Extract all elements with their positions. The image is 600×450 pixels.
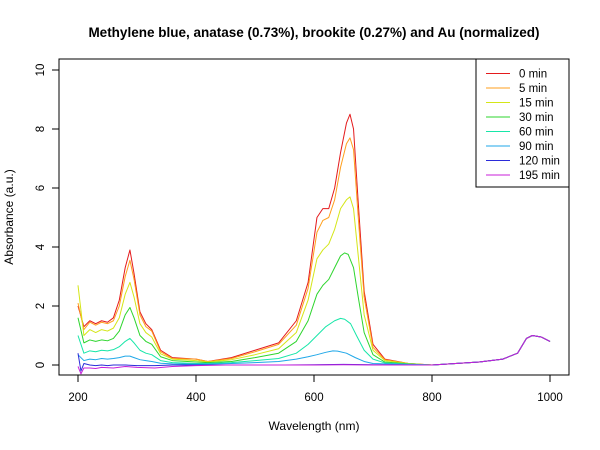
x-axis: 200 400 600 800 1000 xyxy=(68,374,563,404)
x-tick-label: 600 xyxy=(304,392,323,404)
x-tick-label: 800 xyxy=(422,392,441,404)
chart-title: Methylene blue, anatase (0.73%), brookit… xyxy=(88,25,539,40)
y-axis: 0 2 4 6 8 10 xyxy=(35,64,60,368)
legend-label: 5 min xyxy=(519,83,547,95)
legend-label: 60 min xyxy=(519,127,554,139)
legend-label: 30 min xyxy=(519,112,554,124)
y-tick-label: 4 xyxy=(35,243,47,250)
series-line-15-min xyxy=(77,196,551,366)
y-tick-label: 8 xyxy=(35,126,47,132)
x-tick-label: 400 xyxy=(186,392,205,404)
y-tick-label: 2 xyxy=(35,303,47,309)
x-tick-label: 200 xyxy=(68,392,87,404)
x-axis-label: Wavelength (nm) xyxy=(269,419,360,433)
legend-label: 90 min xyxy=(519,141,554,153)
series-line-30-min xyxy=(77,252,551,366)
legend-label: 120 min xyxy=(519,156,560,168)
legend: 0 min 5 min 15 min 30 min 60 min 90 min 120 mi… xyxy=(475,58,570,188)
y-axis-label: Absorbance (a.u.) xyxy=(2,169,16,264)
x-tick-label: 1000 xyxy=(537,392,563,404)
y-tick-label: 6 xyxy=(35,185,47,191)
series-line-90-min xyxy=(77,335,551,366)
legend-label: 195 min xyxy=(519,170,560,182)
legend-label: 0 min xyxy=(519,69,547,81)
legend-box xyxy=(475,58,570,188)
series-line-60-min xyxy=(77,317,551,366)
legend-label: 15 min xyxy=(519,98,554,110)
y-tick-label: 0 xyxy=(35,362,47,368)
series-lines xyxy=(77,113,551,375)
y-tick-label: 10 xyxy=(35,64,47,77)
series-line-120-min xyxy=(77,335,551,372)
series-line-195-min xyxy=(77,335,551,375)
